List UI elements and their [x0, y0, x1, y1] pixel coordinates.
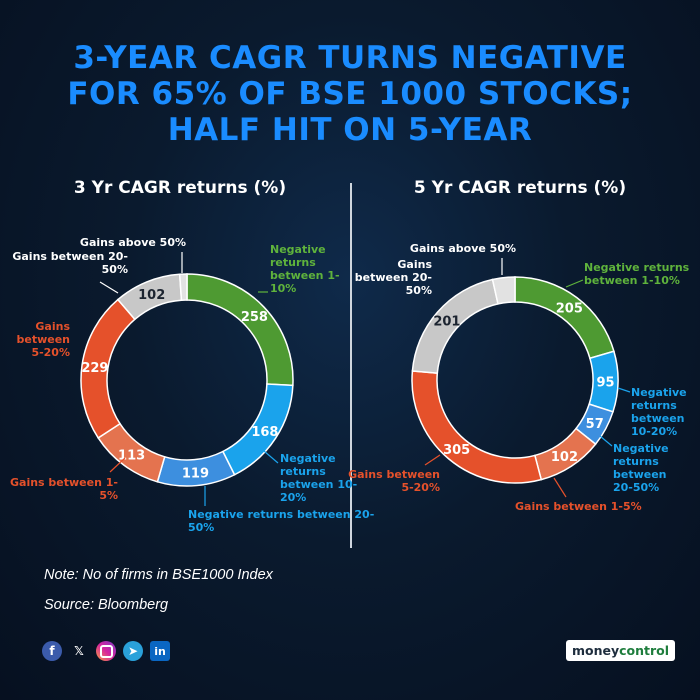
data-label-3yr-1: 168 [251, 425, 278, 440]
data-label-3yr-2: 119 [182, 467, 209, 482]
leader-5yr-negative-1-10 [565, 279, 584, 288]
data-label-3yr-5: 102 [138, 288, 165, 303]
telegram-icon[interactable]: ➤ [123, 641, 143, 661]
annotation-3yr-gains-20-50: Gains between 20-50% [12, 250, 128, 276]
slice-5yr-0 [514, 276, 615, 360]
leader-5yr-gains-5-20 [424, 454, 441, 466]
data-label-5yr-0: 205 [556, 302, 583, 317]
chart-title-5yr: 5 Yr CAGR returns (%) [413, 178, 627, 198]
annotation-5yr-negative-10-20: Negative returns between 10-20% [631, 386, 687, 438]
leader-3yr-gains-20-50 [99, 281, 119, 294]
annotation-3yr-negative-1-10: Negative returns between 1-10% [270, 243, 340, 295]
slice-3yr-6 [178, 273, 188, 301]
annotation-5yr-gains-1-5: Gains between 1-5% [515, 500, 642, 513]
annotation-3yr-gains-above-50: Gains above 50% [80, 236, 186, 249]
leader-5yr-negative-10-20 [617, 387, 631, 393]
data-label-5yr-5: 201 [433, 314, 460, 329]
moneycontrol-logo: money control [566, 640, 676, 661]
slice-5yr-6 [491, 276, 516, 305]
source-text: Source: Bloomberg [44, 597, 169, 613]
data-label-3yr-4: 229 [81, 361, 108, 376]
slice-5yr-4 [411, 370, 543, 484]
annotation-5yr-gains-above-50: Gains above 50% [410, 242, 516, 255]
panel-divider [350, 183, 352, 548]
linkedin-icon[interactable]: in [150, 641, 170, 661]
headline-line-2: FOR 65% OF BSE 1000 STOCKS; [67, 76, 633, 112]
brand-part-2: control [619, 643, 670, 658]
headline: 3-YEAR CAGR TURNS NEGATIVE FOR 65% OF BS… [0, 40, 700, 148]
leader-5yr-gains-1-5 [553, 477, 567, 498]
data-label-3yr-3: 113 [118, 449, 145, 464]
data-label-5yr-2: 57 [586, 417, 604, 432]
annotation-3yr-gains-1-5: Gains between 1-5% [10, 476, 118, 502]
data-label-5yr-4: 305 [443, 443, 470, 458]
instagram-icon[interactable] [96, 641, 116, 661]
headline-line-1: 3-YEAR CAGR TURNS NEGATIVE [73, 40, 627, 76]
annotation-3yr-negative-20-50: Negative returns between 20-50% [188, 508, 374, 534]
annotation-5yr-negative-20-50: Negative returns between 20-50% [613, 442, 669, 494]
brand-part-1: money [572, 643, 620, 658]
leader-5yr-negative-20-50 [599, 435, 613, 447]
annotation-5yr-gains-20-50: Gains between 20-50% [355, 258, 433, 297]
annotation-3yr-gains-5-20: Gains between 5-20% [16, 320, 70, 359]
data-label-5yr-3: 102 [551, 450, 578, 465]
annotation-3yr-negative-10-20: Negative returns between 10-20% [280, 452, 357, 504]
annotation-5yr-negative-1-10: Negative returns between 1-10% [584, 261, 690, 287]
social-icons: f 𝕏 ➤ in [42, 641, 170, 661]
headline-line-3: HALF HIT ON 5-YEAR [167, 112, 533, 148]
x-icon[interactable]: 𝕏 [74, 644, 84, 658]
facebook-icon[interactable]: f [42, 641, 62, 661]
note-text: Note: No of firms in BSE1000 Index [44, 567, 273, 583]
leader-3yr-gains-1-5 [109, 457, 126, 473]
data-label-3yr-0: 258 [241, 310, 268, 325]
chart-title-3yr: 3 Yr CAGR returns (%) [73, 178, 287, 198]
leader-3yr-negative-10-20 [263, 450, 279, 464]
data-label-5yr-1: 95 [596, 375, 614, 390]
annotation-5yr-gains-5-20: Gains between 5-20% [348, 468, 440, 494]
